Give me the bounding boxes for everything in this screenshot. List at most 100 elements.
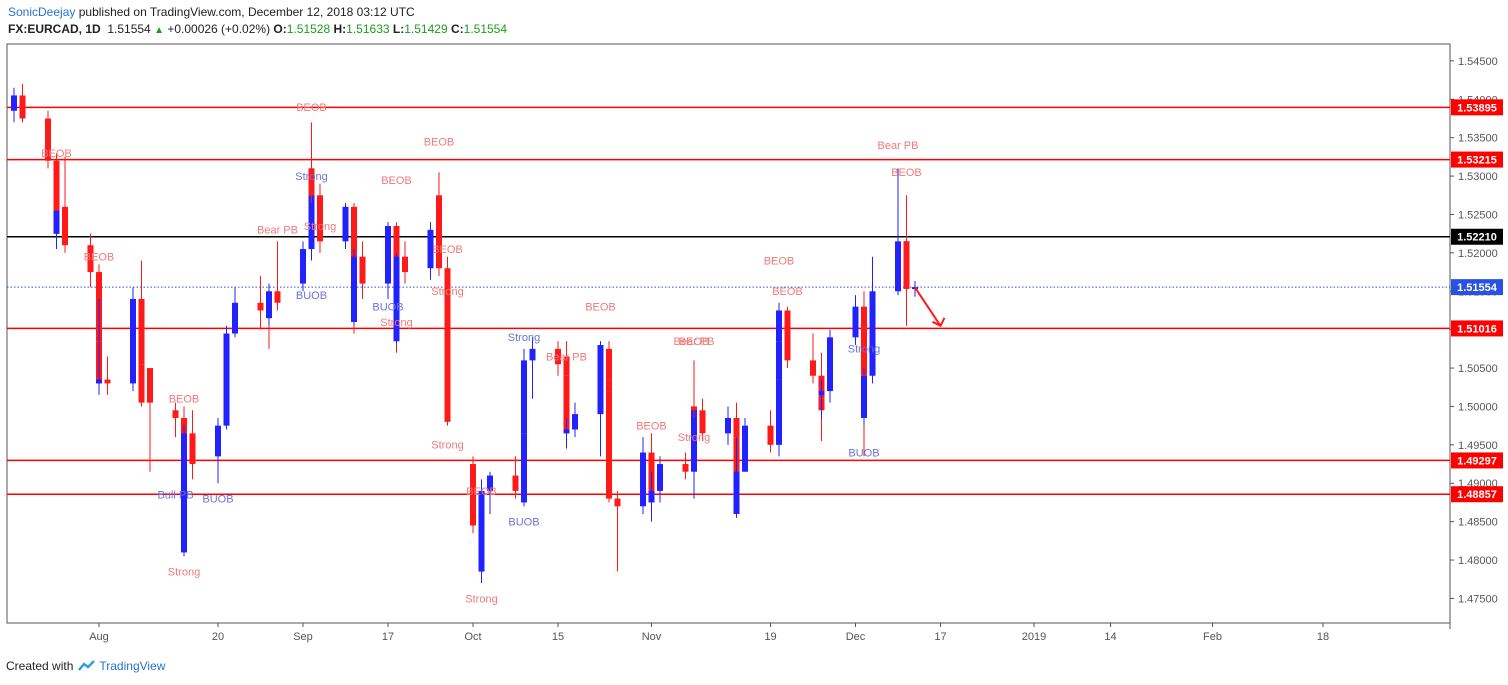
candle-body [776,341,782,380]
candle-body [351,206,357,284]
signal-label: BEOB [466,486,497,498]
time-tick-label: 18 [1317,631,1329,643]
candle [189,410,196,480]
candle [478,479,485,584]
signal-label: Strong [304,221,336,233]
candle [699,398,706,442]
level-price-label: 1.53215 [1457,155,1497,167]
candle-body [640,452,646,507]
candle [512,456,519,499]
candle-body [351,256,357,322]
time-tick-label: 17 [382,631,394,643]
signal-label: BEOB [381,175,412,187]
signal-label: BUOB [508,516,539,528]
candle-body [572,414,578,430]
candle-body [776,379,782,445]
candle [96,298,102,395]
candle [181,425,187,480]
candle-body [784,310,791,361]
tradingview-brand[interactable]: TradingView [99,659,166,673]
candle [852,295,859,346]
symbol-info: FX:EURCAD, 1D 1.51554 ▲ +0.00026 (+0.02%… [8,22,507,36]
candle-body [427,229,434,269]
candle-body [359,256,366,284]
candle [725,406,731,445]
time-tick-label: 19 [764,631,776,643]
candle [555,341,561,376]
candle-body [181,433,187,476]
candle-body [402,256,408,273]
level-price-label: 1.53895 [1457,102,1497,114]
open-value: 1.51528 [286,22,331,36]
candle-body [189,433,196,465]
price-tick-label: 1.52000 [1458,248,1498,260]
signal-label: Bear PB [674,336,715,348]
level-price-label: 1.48857 [1457,489,1497,501]
candle [776,302,782,349]
projection-arrow [914,286,946,328]
candle [62,156,68,253]
candle-body [308,168,315,196]
candle [300,241,306,292]
close-label: C: [450,22,464,36]
signal-label: BEOB [764,255,795,267]
candle-body [478,490,485,572]
level-price-label: 1.51554 [1457,282,1498,294]
level-price-label: 1.52210 [1457,232,1497,244]
level-price-tag [1451,486,1503,503]
signal-label: BUOB [848,447,879,459]
candle-body [818,391,825,395]
signal-label: Strong [380,317,412,329]
time-tick-label: Sep [293,631,313,643]
level-price-tag [1451,228,1503,245]
signal-label: BUOB [296,290,327,302]
candle-body [11,95,17,111]
level-price-tag [1451,151,1503,168]
candle-body [555,348,561,365]
candle-body [138,310,145,365]
published-text: published on TradingView.com, December 1… [78,5,415,19]
author-link[interactable]: SonicDeejay [8,5,76,19]
candle-body [529,348,536,361]
candle [597,341,604,457]
candle [861,368,867,426]
candle [436,172,442,276]
candle-body [691,437,697,472]
candle-body [648,490,655,503]
signal-label: BEOB [585,301,616,313]
candle-body [563,356,570,376]
level-price-label: 1.49297 [1457,455,1497,467]
price-tick-label: 1.50000 [1458,401,1498,413]
candle [11,87,17,123]
high-label: H: [333,22,347,36]
time-tick-label: Oct [464,631,481,643]
candle [53,210,60,250]
candle-body [104,379,111,384]
time-tick-label: 14 [1104,631,1116,643]
candle [895,168,901,296]
price-tick-label: 1.53000 [1458,171,1498,183]
high-value: 1.51633 [346,22,390,36]
candle-body [138,364,145,403]
candle [266,283,272,326]
candle-body [274,291,281,303]
plot-frame [6,43,1451,624]
low-value: 1.51429 [404,22,448,36]
level-price-tag [1451,320,1503,337]
candle-body [521,360,527,434]
price-tick-label: 1.49500 [1458,440,1498,452]
signal-label: BEOB [772,286,803,298]
candle-body [861,375,867,418]
signal-label: BEOB [84,252,115,264]
candle [147,368,153,472]
time-tick-label: 2019 [1022,631,1046,643]
candle-body [657,464,663,491]
signal-label: Bear PB [546,351,587,363]
candle-body [96,379,102,384]
signal-label: BEOB [424,136,455,148]
level-price-tag [1451,99,1503,116]
level-price-tag [1451,452,1503,469]
candle-body [563,375,570,434]
arrow-head [932,317,946,328]
